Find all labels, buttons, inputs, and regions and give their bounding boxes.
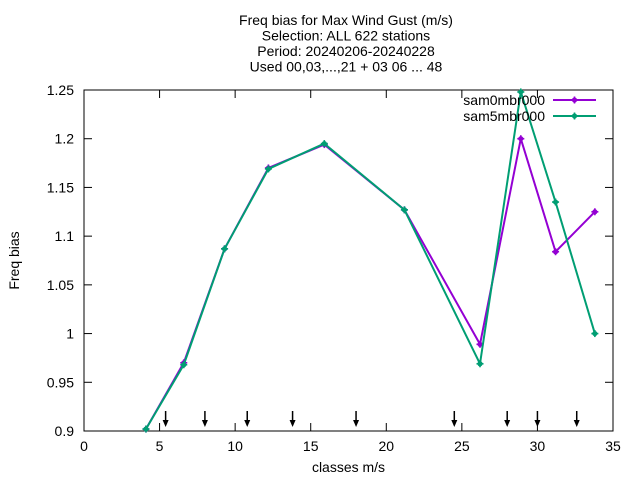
title-line: Used 00,03,...,21 + 03 06 ... 48: [250, 59, 443, 75]
y-tick-label: 1.1: [55, 228, 75, 244]
series-sam5mbr000: [142, 88, 599, 433]
down-arrow-marker: [451, 411, 458, 427]
arrow-head: [451, 420, 458, 427]
title-line: Period: 20240206-20240228: [257, 43, 435, 59]
data-point: [571, 112, 578, 120]
series-lines: [142, 88, 599, 433]
data-point: [517, 88, 525, 96]
axis-ticks: 0 5 10 15 20 25 30 35 0.9 0.95 1 1.05 1.1 1.15 1.2 1.25: [47, 82, 621, 454]
arrow-head: [504, 420, 511, 427]
data-point: [476, 360, 484, 368]
series-line: [145, 90, 596, 430]
down-arrow-marker: [162, 411, 169, 427]
data-point: [180, 361, 188, 369]
x-axis-label: classes m/s: [312, 459, 385, 475]
legend-label: sam0mbr000: [463, 92, 545, 108]
data-point: [571, 96, 578, 104]
x-tick-label: 30: [530, 438, 546, 454]
y-tick-label: 1.15: [47, 179, 74, 195]
y-tick-label: 1.05: [47, 277, 74, 293]
arrow-head: [201, 420, 208, 427]
down-arrow-marker: [201, 411, 208, 427]
x-tick-label: 15: [303, 438, 319, 454]
title-line: Freq bias for Max Wind Gust (m/s): [239, 12, 453, 28]
x-tick-label: 25: [454, 438, 470, 454]
data-point: [221, 245, 229, 253]
class-arrow-markers: [162, 411, 580, 427]
data-point: [142, 425, 150, 433]
y-tick-label: 1.2: [55, 131, 75, 147]
down-arrow-marker: [353, 411, 360, 427]
down-arrow-marker: [504, 411, 511, 427]
data-point: [400, 206, 408, 214]
chart-title: Freq bias for Max Wind Gust (m/s)Selecti…: [239, 12, 453, 75]
arrow-head: [353, 420, 360, 427]
down-arrow-marker: [573, 411, 580, 427]
title-line: Selection: ALL 622 stations: [262, 28, 430, 44]
plot-frame: [83, 89, 614, 432]
series-sam0mbr000: [142, 135, 599, 433]
y-tick-label: 0.95: [47, 374, 74, 390]
data-point: [264, 165, 272, 173]
arrow-head: [573, 420, 580, 427]
down-arrow-marker: [289, 411, 296, 427]
arrow-head: [244, 420, 251, 427]
x-tick-label: 0: [80, 438, 88, 454]
arrow-head: [534, 420, 541, 427]
legend-swatch: [553, 96, 596, 104]
arrow-head: [289, 420, 296, 427]
x-tick-label: 20: [378, 438, 394, 454]
legend-label: sam5mbr000: [463, 108, 545, 124]
y-tick-label: 1: [66, 326, 74, 342]
data-point: [552, 248, 560, 256]
x-tick-label: 5: [156, 438, 164, 454]
data-point: [591, 330, 599, 338]
data-point: [552, 198, 560, 206]
y-tick-label: 1.25: [47, 82, 74, 98]
data-point: [517, 135, 525, 143]
y-axis-label: Freq bias: [6, 231, 22, 289]
data-point: [591, 208, 599, 216]
data-point: [320, 140, 328, 148]
down-arrow-marker: [244, 411, 251, 427]
arrow-head: [162, 420, 169, 427]
legend-swatch: [553, 112, 596, 120]
x-tick-label: 35: [605, 438, 621, 454]
y-tick-label: 0.9: [55, 423, 75, 439]
down-arrow-marker: [534, 411, 541, 427]
x-tick-label: 10: [227, 438, 243, 454]
